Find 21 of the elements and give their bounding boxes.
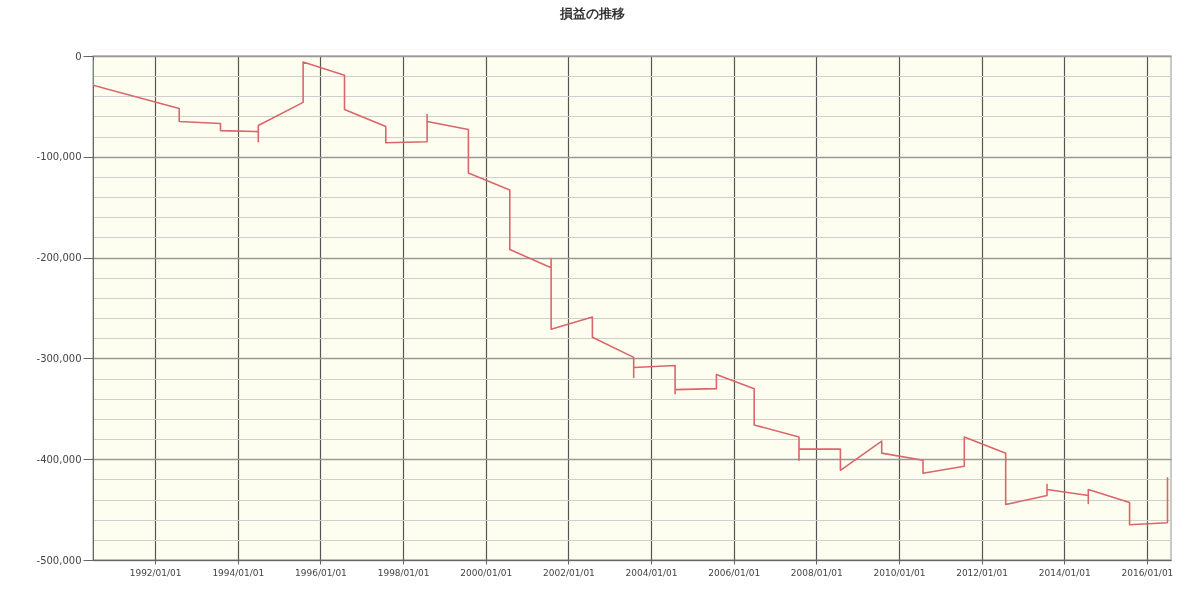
y-tick-label: -200,000 (36, 252, 82, 264)
x-tick-label: 1998/01/01 (377, 567, 430, 578)
y-tick-label: 0 (75, 50, 82, 62)
chart-title: 損益の推移 (558, 6, 625, 21)
line-series (93, 59, 1169, 526)
x-tick-label: 1994/01/01 (212, 567, 265, 578)
x-tick-label: 2002/01/01 (542, 567, 595, 578)
x-tick-label: 2012/01/01 (956, 567, 1009, 578)
x-tick-label: 2000/01/01 (460, 567, 513, 578)
x-tick-label: 2016/01/01 (1121, 567, 1174, 578)
y-tick-label: -400,000 (36, 453, 82, 465)
x-tick-label: 1992/01/01 (129, 567, 182, 578)
y-tick-label: -500,000 (36, 554, 82, 566)
x-tick-label: 2014/01/01 (1038, 567, 1091, 578)
x-tick-label: 2008/01/01 (790, 567, 843, 578)
y-tick-label: -100,000 (36, 151, 82, 163)
x-tick-label: 2004/01/01 (625, 567, 678, 578)
x-tick-label: 2010/01/01 (873, 567, 926, 578)
y-tick-label: -300,000 (36, 352, 82, 364)
x-tick-label: 1996/01/01 (294, 567, 347, 578)
x-tick-label: 2006/01/01 (708, 567, 761, 578)
